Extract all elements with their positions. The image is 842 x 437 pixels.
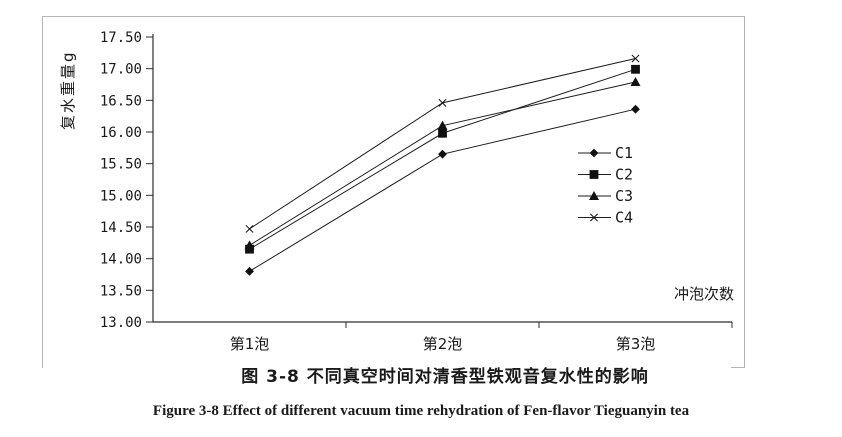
- series-C2: [245, 64, 640, 254]
- series-line-C4: [249, 58, 636, 230]
- y-tick-label: 14.00: [100, 252, 142, 268]
- triangle-marker: [589, 191, 599, 200]
- diamond-marker: [438, 149, 447, 159]
- x-marker: [245, 224, 254, 233]
- legend-label: C4: [615, 209, 633, 227]
- y-tick-label: 13.00: [100, 315, 142, 331]
- y-axis-title: 复水重量g: [59, 50, 77, 130]
- caption-english: Figure 3-8 Effect of different vacuum ti…: [152, 403, 690, 419]
- series-C3: [244, 76, 641, 250]
- legend-item-C3: C3: [578, 187, 633, 205]
- series-C4: [245, 54, 640, 233]
- square-marker: [631, 64, 640, 74]
- y-tick-label: 13.50: [100, 283, 142, 299]
- triangle-marker: [630, 76, 641, 86]
- series-line-C2: [249, 68, 636, 250]
- y-tick-label: 16.50: [100, 93, 142, 109]
- y-tick-label: 16.00: [100, 125, 142, 141]
- diamond-marker: [245, 266, 254, 276]
- legend-item-C1: C1: [578, 144, 633, 162]
- series-line-C3: [249, 81, 636, 246]
- chart-frame: [42, 16, 745, 368]
- x-marker: [631, 54, 640, 63]
- axes: [152, 34, 732, 323]
- chart-frame-bottom-stub: [731, 367, 744, 368]
- triangle-marker: [437, 120, 448, 130]
- legend-item-C4: C4: [578, 209, 633, 227]
- x-marker: [590, 213, 598, 222]
- series-C1: [245, 104, 640, 276]
- legend-label: C3: [615, 187, 633, 205]
- y-tick-label: 14.50: [100, 220, 142, 236]
- y-tick-label: 15.50: [100, 157, 142, 173]
- y-tick-label: 17.00: [100, 62, 142, 78]
- x-category-label: 第3泡: [616, 335, 656, 353]
- y-tick-label: 15.00: [100, 188, 142, 204]
- y-tick-label: 17.50: [100, 30, 142, 46]
- square-marker: [438, 128, 447, 138]
- legend-item-C2: C2: [578, 166, 633, 184]
- diamond-marker: [631, 104, 640, 114]
- caption-chinese: 图 3-8 不同真空时间对清香型铁观音复水性的影响: [241, 367, 649, 387]
- diamond-marker: [589, 148, 599, 158]
- x-category-label: 第2泡: [423, 335, 463, 353]
- square-marker: [589, 170, 599, 179]
- x-category-label: 第1泡: [230, 335, 270, 353]
- legend-label: C1: [615, 144, 633, 162]
- x-axis-title: 冲泡次数: [673, 285, 734, 303]
- x-marker: [438, 98, 447, 107]
- triangle-marker: [244, 240, 255, 250]
- legend-label: C2: [615, 166, 633, 184]
